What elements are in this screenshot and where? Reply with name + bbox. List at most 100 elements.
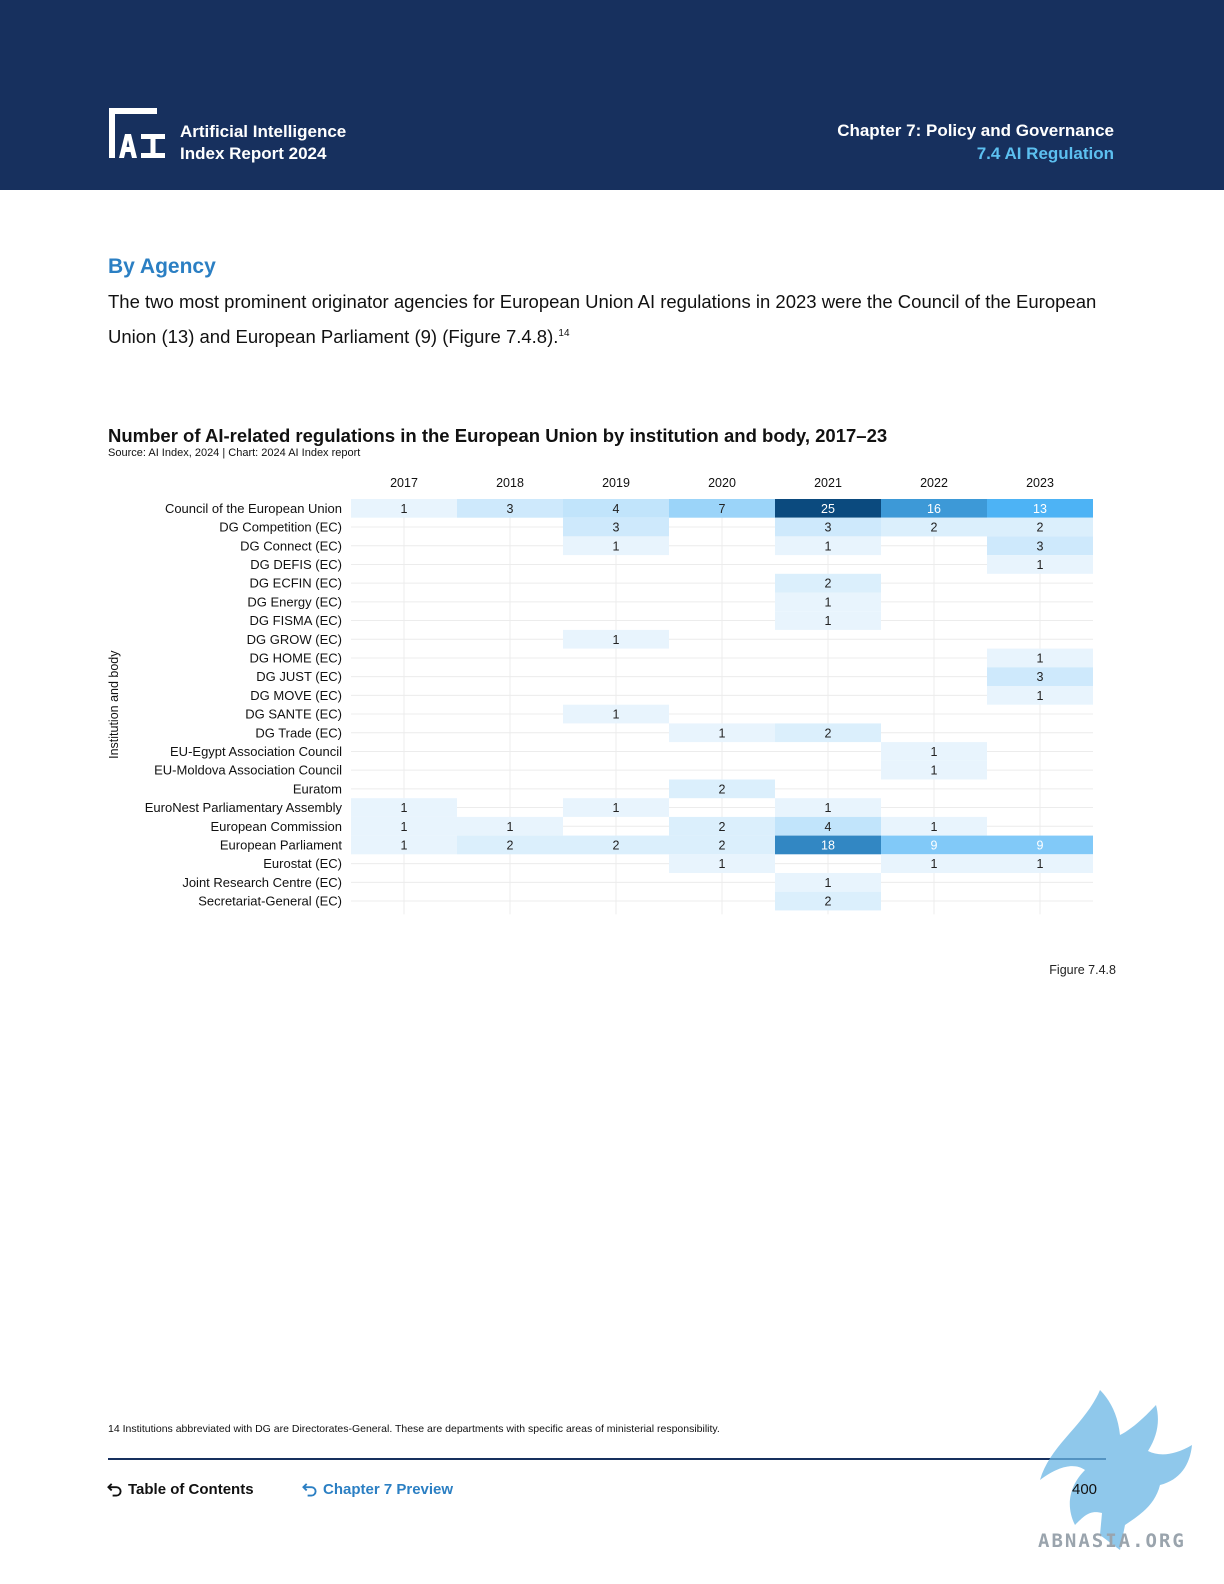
heatmap-cell: [669, 854, 775, 873]
cell-value-label: 1: [719, 857, 726, 871]
row-label: Council of the European Union: [165, 501, 342, 516]
heatmap-cell: [881, 816, 987, 836]
cell-value-label: 1: [613, 633, 620, 647]
column-header: 2019: [602, 476, 630, 490]
cell-value-label: 3: [613, 521, 620, 535]
row-label: DG ECFIN (EC): [250, 576, 342, 591]
heatmap-cell: [669, 835, 775, 855]
row-label: DG DEFIS (EC): [250, 557, 342, 572]
cell-value-label: 1: [825, 876, 832, 890]
report-title: Artificial Intelligence Index Report 202…: [180, 121, 346, 165]
cell-value-label: 1: [825, 801, 832, 815]
cell-value-label: 25: [821, 502, 835, 516]
cell-value-label: 1: [613, 801, 620, 815]
heatmap-cell: [351, 835, 457, 855]
row-label: DG SANTE (EC): [245, 707, 342, 722]
cell-value-label: 2: [613, 838, 620, 852]
figure-label: Figure 7.4.8: [1049, 963, 1116, 977]
row-label: DG FISMA (EC): [250, 613, 342, 628]
heatmap-cell: [457, 816, 563, 836]
heatmap-cell: [881, 835, 987, 855]
heatmap-cell: [457, 499, 563, 518]
cell-value-label: 1: [1037, 651, 1044, 665]
cell-value-label: 16: [927, 502, 941, 516]
heatmap-cell: [987, 555, 1093, 574]
row-label: EU-Moldova Association Council: [154, 763, 342, 778]
heatmap-cell: [351, 798, 457, 817]
page-number: 400: [1072, 1481, 1098, 1498]
heatmap-cell: [881, 517, 987, 537]
heatmap-cell: [987, 854, 1093, 873]
cell-value-label: 1: [931, 764, 938, 778]
cell-value-label: 1: [825, 539, 832, 553]
cell-value-label: 1: [825, 614, 832, 628]
footnote: 14 Institutions abbreviated with DG are …: [108, 1423, 720, 1435]
heatmap-cell: [775, 611, 881, 630]
cell-value-label: 1: [401, 820, 408, 834]
footer-divider: [108, 1458, 1106, 1460]
heatmap-chart: 2017 2018 2019 2020 2021 2022 2023 Council of t…: [107, 476, 1093, 915]
heatmap-cell: [881, 854, 987, 873]
heatmap-cell: [987, 835, 1093, 855]
cell-value-label: 4: [613, 502, 620, 516]
row-label: DG Connect (EC): [240, 538, 342, 553]
cell-value-label: 1: [825, 595, 832, 609]
watermark-text: ABNASIA.ORG: [1038, 1530, 1186, 1552]
cell-value-label: 1: [401, 801, 408, 815]
heatmap-cell: [775, 723, 881, 743]
column-header: 2023: [1026, 476, 1054, 490]
cell-value-label: 18: [821, 838, 835, 852]
cell-value-label: 1: [719, 726, 726, 740]
table-of-contents-link[interactable]: Table of Contents: [107, 1481, 254, 1498]
row-label: Eurostat (EC): [263, 856, 342, 871]
cell-value-label: 1: [931, 745, 938, 759]
heatmap-cell: [457, 835, 563, 855]
row-label: DG MOVE (EC): [250, 688, 342, 703]
cell-value-label: 2: [931, 521, 938, 535]
return-arrow-icon: [107, 1483, 122, 1497]
heatmap-cell: [987, 686, 1093, 705]
heatmap-cell: [987, 667, 1093, 686]
cell-value-label: 2: [1037, 521, 1044, 535]
cell-value-label: 1: [1037, 689, 1044, 703]
row-label: European Parliament: [220, 837, 343, 852]
chapter-title: Chapter 7: Policy and Governance: [837, 121, 1114, 140]
footnote-ref[interactable]: 14: [558, 328, 570, 339]
row-label: Secretariat-General (EC): [198, 894, 342, 909]
heatmap-cell: [669, 723, 775, 743]
heatmap-cell: [563, 536, 669, 556]
report-title-line2: Index Report 2024: [180, 144, 327, 163]
cell-value-label: 2: [507, 838, 514, 852]
return-arrow-icon: [302, 1483, 317, 1497]
cell-value-label: 1: [613, 539, 620, 553]
column-header: 2020: [708, 476, 736, 490]
footnote-text: Institutions abbreviated with DG are Dir…: [122, 1423, 720, 1435]
cell-value-label: 3: [507, 502, 514, 516]
cell-value-label: 13: [1033, 502, 1047, 516]
heatmap-cell: [669, 499, 775, 518]
cell-value-label: 2: [719, 782, 726, 796]
row-label: EuroNest Parliamentary Assembly: [145, 800, 343, 815]
row-label: DG Trade (EC): [255, 725, 342, 740]
cell-value-label: 1: [613, 708, 620, 722]
heatmap-cell: [669, 779, 775, 799]
row-label: Joint Research Centre (EC): [182, 875, 342, 890]
heatmap-cell: [775, 573, 881, 593]
chapter-preview-link[interactable]: Chapter 7 Preview: [302, 1481, 453, 1498]
cell-value-label: 1: [1037, 857, 1044, 871]
cell-value-label: 1: [931, 820, 938, 834]
heatmap-cell: [775, 816, 881, 836]
heatmap-cell: [881, 499, 987, 518]
chapter-heading: Chapter 7: Policy and Governance 7.4 AI …: [837, 119, 1114, 165]
heatmap-cell: [775, 536, 881, 556]
heatmap-cell: [881, 760, 987, 780]
cell-value-label: 9: [931, 838, 938, 852]
heatmap-cell: [987, 499, 1093, 518]
griffin-watermark-icon: [1040, 1390, 1192, 1550]
cell-value-label: 7: [719, 502, 726, 516]
column-header: 2022: [920, 476, 948, 490]
y-axis-label: Institution and body: [107, 650, 121, 759]
cell-value-label: 1: [401, 502, 408, 516]
heatmap-cell: [563, 704, 669, 724]
heatmap-cell: [775, 873, 881, 892]
